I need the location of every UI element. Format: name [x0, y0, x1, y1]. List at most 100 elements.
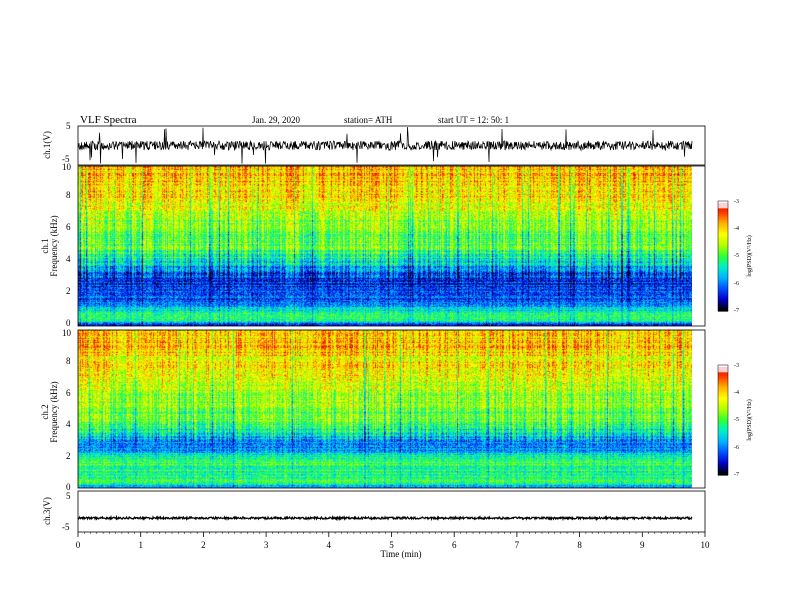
cb2-swatch	[718, 427, 728, 430]
ch1-colorbar-frame	[717, 200, 729, 312]
ch3-waveform-panel: 5 -5 ch.3(V)	[42, 490, 706, 533]
ch1-ytick-5: 5	[66, 121, 71, 131]
cb2-swatch	[718, 372, 728, 375]
cb2-swatch	[718, 401, 728, 405]
cb2-swatch	[718, 366, 728, 370]
cb1-swatch	[718, 257, 728, 261]
cb2-swatch	[718, 438, 728, 441]
cb1-swatch	[718, 278, 728, 281]
cb1-swatch	[718, 232, 728, 235]
cb1-swatch	[718, 221, 728, 224]
cb1-swatch	[718, 223, 728, 226]
cb1-swatch	[718, 261, 728, 264]
cb2-swatch	[718, 387, 728, 390]
ch1-ytick-4: 4	[66, 254, 71, 264]
cb2-swatch	[718, 469, 728, 472]
x-tick-label-5: 5	[389, 540, 394, 550]
time-axis: 0 1 2 3 4 5 6 7 8 9 10	[76, 532, 710, 550]
ch2-ytick-4: 4	[66, 419, 71, 429]
date-label: Jan. 29, 2020	[252, 115, 300, 125]
cb1-swatch	[718, 230, 728, 233]
ch1-spectrogram-heatmap	[78, 166, 692, 326]
cb1-swatch	[718, 298, 728, 301]
spec1-image	[78, 166, 692, 326]
cb1-swatch	[718, 272, 728, 275]
x-tick-label-4: 4	[327, 540, 332, 550]
cb1-swatch	[718, 287, 728, 290]
cb2-swatch	[718, 394, 728, 397]
cb1-swatch	[718, 267, 728, 270]
cb2-swatch	[718, 381, 728, 384]
cb2-swatch	[718, 410, 728, 414]
x-tick-label-1: 1	[138, 540, 143, 550]
ch2-colorbar-gradient	[718, 365, 728, 476]
cb2-swatch	[718, 473, 728, 476]
cb2-swatch	[718, 409, 728, 412]
x-tick-label-2: 2	[201, 540, 206, 550]
cb1-swatch	[718, 217, 728, 220]
cb1-swatch	[718, 243, 728, 246]
cb2-swatch	[718, 447, 728, 450]
cb2-swatch	[718, 370, 728, 373]
cb1-swatch	[718, 263, 728, 266]
cb1-swatch	[718, 294, 728, 297]
ch2-colorbar-tick-neg4: -4	[734, 390, 739, 396]
cb1-swatch	[718, 204, 728, 208]
x-tick-label-6: 6	[452, 540, 457, 550]
cb2-swatch	[718, 456, 728, 460]
cb1-swatch	[718, 279, 728, 283]
ch2-colorbar: -3 -4 -5 -6 -7 log(PSD)(V²/Hz)	[717, 363, 753, 478]
cb1-swatch	[718, 274, 728, 277]
cb2-swatch	[718, 399, 728, 403]
cb2-swatch	[718, 421, 728, 425]
cb2-swatch	[718, 442, 728, 445]
spec2-image	[78, 330, 692, 488]
cb1-swatch	[718, 224, 728, 228]
ch2-colorbar-label: log(PSD)(V²/Hz)	[746, 399, 753, 440]
cb2-swatch	[718, 376, 728, 379]
cb2-swatch	[718, 432, 728, 436]
ch3-ylabel: ch.3(V)	[42, 497, 52, 525]
cb2-swatch	[718, 454, 728, 458]
cb1-swatch	[718, 212, 728, 215]
ch1-waveform-panel: 5 -5 ch.1(V)	[42, 121, 706, 166]
cb2-swatch	[718, 449, 728, 452]
ch2-ytick-6: 6	[66, 388, 71, 398]
ch2-spectrogram-heatmap	[78, 330, 692, 488]
ch3-ytick-5: 5	[66, 491, 71, 501]
cb2-swatch	[718, 416, 728, 419]
cb2-swatch	[718, 385, 728, 388]
cb1-swatch	[718, 292, 728, 296]
cb2-swatch	[718, 396, 728, 399]
cb1-swatch	[718, 281, 728, 285]
ch2-colorbar-tick-neg5: -5	[734, 417, 739, 423]
cb2-swatch	[718, 377, 728, 381]
ch1-ytick-8: 8	[66, 190, 71, 200]
cb1-swatch	[718, 289, 728, 292]
cb1-swatch	[718, 248, 728, 252]
x-tick-label-3: 3	[264, 540, 269, 550]
cb2-swatch	[718, 453, 728, 456]
cb1-swatch	[718, 202, 728, 206]
ch2-ytick-0: 0	[66, 482, 71, 492]
ch3-ytick-neg5: -5	[62, 522, 70, 532]
x-tick-label-7: 7	[515, 540, 520, 550]
x-tick-label-8: 8	[577, 540, 582, 550]
ch2-ylabel-channel: ch.2	[40, 404, 50, 419]
x-tick-label-10: 10	[701, 540, 711, 550]
cb2-swatch	[718, 403, 728, 406]
ch1-colorbar-label: log(PSD)(V²/Hz)	[746, 235, 753, 276]
cb1-swatch	[718, 219, 728, 222]
ch1-ytick-neg5: -5	[62, 154, 70, 164]
cb1-swatch	[718, 307, 728, 310]
ch1-ytick-0: 0	[66, 318, 71, 328]
cb2-swatch	[718, 458, 728, 461]
cb2-swatch	[718, 445, 728, 449]
cb1-swatch	[718, 270, 728, 274]
cb1-swatch	[718, 250, 728, 253]
ch3-trace-line	[77, 514, 693, 522]
ch1-colorbar-tick-neg3: -3	[734, 199, 739, 205]
cb2-swatch	[718, 414, 728, 417]
cb2-swatch	[718, 379, 728, 383]
